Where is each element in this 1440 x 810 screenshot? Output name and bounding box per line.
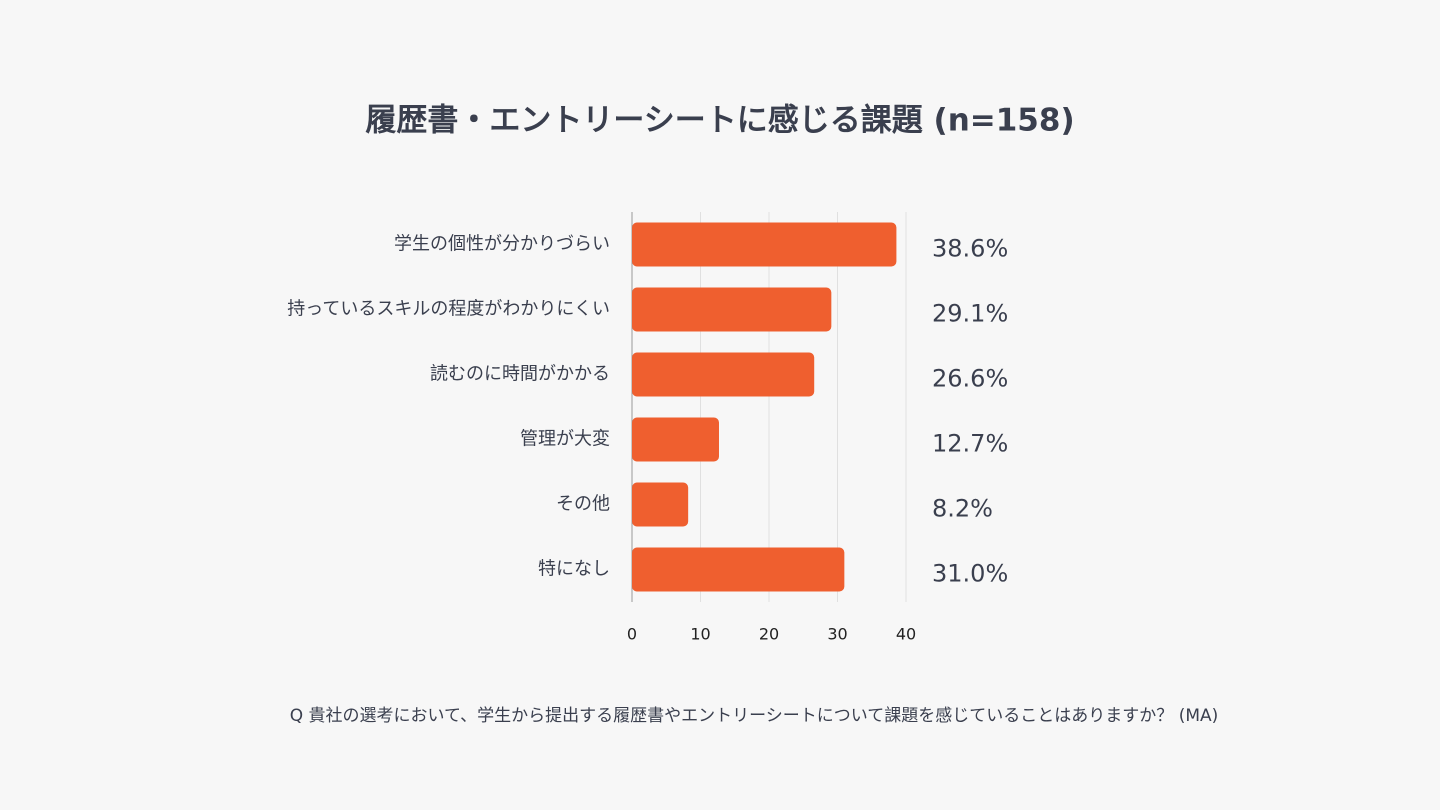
y-tick-label: 持っているスキルの程度がわかりにくい — [287, 299, 610, 320]
value-label: 31.0% — [932, 560, 1008, 588]
bar — [632, 222, 897, 267]
y-tick-label: 読むのに時間がかかる — [430, 364, 610, 385]
bar — [632, 417, 719, 462]
x-tick-label: 0 — [627, 625, 637, 644]
value-label: 38.6% — [932, 235, 1008, 263]
bar — [632, 352, 815, 397]
x-tick-label: 20 — [759, 625, 779, 644]
chart-title: 履歴書・エントリーシートに感じる課題 (n=158) — [365, 103, 1074, 139]
y-tick-label: 学生の個性が分かりづらい — [394, 234, 610, 255]
y-tick-label: その他 — [556, 494, 610, 515]
x-tick-label: 40 — [896, 625, 916, 644]
bar — [632, 547, 845, 592]
value-label: 12.7% — [932, 430, 1008, 458]
caption: Q 貴社の選考において、学生から提出する履歴書やエントリーシートについて課題を感… — [290, 706, 1219, 726]
x-tick-label: 30 — [827, 625, 847, 644]
y-tick-label: 特になし — [538, 559, 610, 580]
x-tick-label: 10 — [690, 625, 710, 644]
value-label: 26.6% — [932, 365, 1008, 393]
value-label: 29.1% — [932, 300, 1008, 328]
value-label: 8.2% — [932, 495, 993, 523]
y-tick-label: 管理が大変 — [520, 429, 610, 450]
bar — [632, 287, 832, 332]
bar — [632, 482, 689, 527]
